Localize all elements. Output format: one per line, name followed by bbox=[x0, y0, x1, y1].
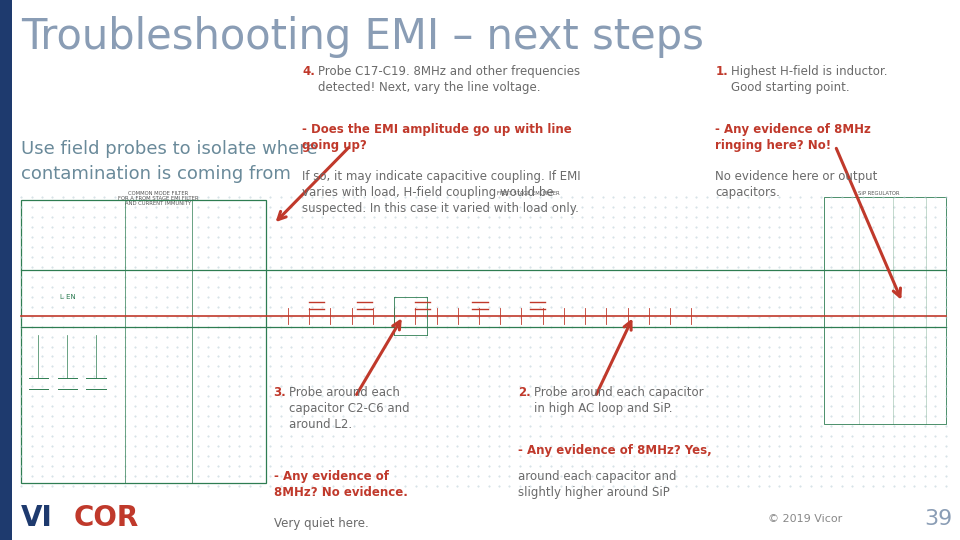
Text: FOR A FROM STAGE EMI FILTER: FOR A FROM STAGE EMI FILTER bbox=[118, 196, 199, 201]
Text: VI: VI bbox=[21, 504, 53, 532]
Text: 3.: 3. bbox=[274, 386, 286, 399]
Text: AND CURRENT IMMUNITY: AND CURRENT IMMUNITY bbox=[126, 201, 191, 206]
Text: COMMON MODE FILTER: COMMON MODE FILTER bbox=[129, 191, 188, 196]
Text: around each capacitor and
slightly higher around SiP: around each capacitor and slightly highe… bbox=[518, 470, 677, 499]
Text: Highest H-field is inductor.
Good starting point.: Highest H-field is inductor. Good starti… bbox=[731, 65, 887, 94]
Bar bbox=[21, 200, 266, 483]
Text: - Does the EMI amplitude go up with line
going up?: - Does the EMI amplitude go up with line… bbox=[302, 123, 572, 152]
Text: Very quiet here.: Very quiet here. bbox=[274, 517, 369, 530]
Text: 39: 39 bbox=[924, 509, 952, 530]
Text: SiP REGULATOR: SiP REGULATOR bbox=[857, 191, 900, 196]
Text: Troubleshooting EMI – next steps: Troubleshooting EMI – next steps bbox=[21, 16, 704, 58]
Bar bbox=[824, 197, 946, 424]
Text: FIRST STAGE EMI FILTER: FIRST STAGE EMI FILTER bbox=[496, 191, 560, 196]
Text: - Any evidence of
8MHz? No evidence.: - Any evidence of 8MHz? No evidence. bbox=[274, 470, 407, 499]
Text: No evidence here or output
capacitors.: No evidence here or output capacitors. bbox=[715, 170, 877, 199]
Bar bbox=[0, 0, 12, 540]
Text: If so, it may indicate capacitive coupling. If EMI
varies with load, H-field cou: If so, it may indicate capacitive coupli… bbox=[302, 170, 581, 215]
Text: © 2019 Vicor: © 2019 Vicor bbox=[768, 515, 842, 524]
Text: Probe C17-C19. 8MHz and other frequencies
detected! Next, vary the line voltage.: Probe C17-C19. 8MHz and other frequencie… bbox=[318, 65, 580, 94]
Text: Probe around each capacitor
in high AC loop and SiP.: Probe around each capacitor in high AC l… bbox=[534, 386, 704, 415]
Text: L EN: L EN bbox=[60, 294, 75, 300]
Text: 1.: 1. bbox=[715, 65, 728, 78]
Text: COR: COR bbox=[74, 504, 139, 532]
Text: - Any evidence of 8MHz? Yes,: - Any evidence of 8MHz? Yes, bbox=[518, 444, 712, 457]
Text: Use field probes to isolate where
contamination is coming from: Use field probes to isolate where contam… bbox=[21, 140, 318, 184]
Text: 2.: 2. bbox=[518, 386, 531, 399]
Text: 4.: 4. bbox=[302, 65, 315, 78]
Text: Probe around each
capacitor C2-C6 and
around L2.: Probe around each capacitor C2-C6 and ar… bbox=[289, 386, 410, 431]
Text: - Any evidence of 8MHz
ringing here? No!: - Any evidence of 8MHz ringing here? No! bbox=[715, 123, 871, 152]
